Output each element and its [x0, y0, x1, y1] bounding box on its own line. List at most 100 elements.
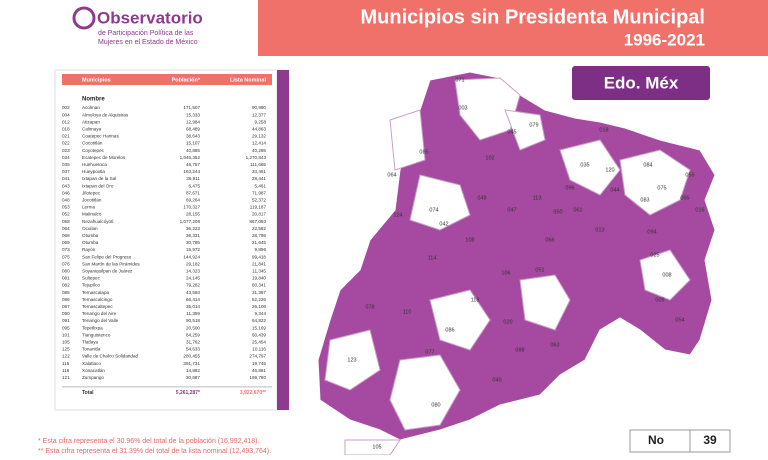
population: 30,785 [186, 240, 200, 245]
map-label: 066 [545, 237, 554, 243]
nominal-list: 5,461 [255, 183, 267, 188]
table-card [54, 69, 278, 411]
map-label: 077 [425, 349, 434, 355]
municipality: Ecatepec de Morelos [82, 155, 126, 160]
population: 29,182 [186, 261, 200, 266]
code: 069 [62, 240, 70, 245]
total-list: 3,922,670** [240, 390, 266, 396]
population: 90,518 [186, 318, 200, 323]
municipality: Tlatlaya [82, 340, 99, 345]
logo-subtitle: Mujeres en el Estado de México [98, 39, 198, 46]
nominal-list: 46,881 [252, 368, 266, 373]
total-label: Total [82, 390, 94, 396]
code: 086 [62, 297, 70, 302]
nominal-list: 64,822 [252, 318, 266, 323]
population: 163,244 [183, 169, 200, 174]
code: 075 [62, 254, 70, 259]
nominal-list: 1,270,843 [246, 155, 267, 160]
footnote: ** Esta cifra representa el 31.39% del t… [38, 448, 271, 455]
municipality [409, 174, 471, 231]
municipality: Tejupilco [82, 283, 100, 288]
nominal-list: 867,093 [249, 219, 266, 224]
map-label: 059 [685, 172, 694, 178]
population: 1,645,352 [180, 155, 201, 160]
population: 15,107 [186, 141, 200, 146]
code: 022 [62, 141, 70, 146]
map-label: 018 [599, 127, 608, 133]
map-label: 074 [429, 207, 438, 213]
municipality [389, 354, 461, 431]
map-label: 009 [655, 297, 664, 303]
code: 058 [62, 219, 70, 224]
map: 071 003 045 079 018 085 064 102 048 074 124 042 113 0… [317, 71, 716, 456]
municipality: San Martín de las Pirámides [82, 261, 140, 266]
municipality: Xalatlaco [82, 361, 101, 366]
nominal-list: 90,990 [252, 105, 266, 110]
column-header: Población* [172, 77, 201, 83]
municipality [454, 77, 521, 141]
nominal-list: 15,169 [252, 325, 266, 330]
population: 79,282 [186, 283, 200, 288]
map-label: 085 [419, 149, 428, 155]
footnote: * Esta cifra representa el 30.96% del to… [38, 438, 259, 445]
municipality: Otumba [82, 233, 99, 238]
code: 021 [62, 134, 70, 139]
nominal-list: 9,258 [255, 119, 267, 124]
population: 38,643 [186, 134, 200, 139]
municipality: Ixtapan del Oro [82, 183, 114, 188]
code: 035 [62, 162, 70, 167]
population: 14,323 [186, 269, 200, 274]
map-label: 044 [610, 187, 619, 193]
subheader: Nombre [82, 97, 105, 103]
page-number-box [689, 429, 731, 453]
map-label: 084 [643, 162, 652, 168]
municipality: Coyotepec [82, 148, 105, 153]
map-label: 013 [595, 227, 604, 233]
population: 40,885 [186, 148, 200, 153]
population: 54,633 [186, 347, 200, 352]
code: 082 [62, 283, 70, 288]
table-header [62, 74, 272, 85]
column-header: Municipios [82, 77, 111, 83]
map-label: 106 [501, 270, 510, 276]
nominal-list: 60,439 [252, 332, 266, 337]
municipality: Tepetlixpa [82, 325, 103, 330]
page-number: 39 [703, 433, 717, 447]
municipality: Huehuetoca [82, 162, 107, 167]
map-label: 050 [553, 209, 562, 215]
nominal-list: 119,187 [250, 205, 267, 210]
nominal-list: 12,414 [252, 141, 266, 146]
population: 36,911 [186, 176, 200, 181]
map-label: 054 [675, 317, 684, 323]
municipality [619, 149, 691, 216]
logo-subtitle: de Participación Política de las [98, 30, 194, 37]
nominal-list: 99,418 [252, 254, 266, 259]
map-label: 108 [465, 237, 474, 243]
nominal-list: 52,372 [252, 198, 266, 203]
population: 12,984 [186, 119, 200, 124]
municipality: Lerma [82, 205, 95, 210]
map-label: 079 [529, 122, 538, 128]
map-label: 120 [605, 167, 614, 173]
nominal-list: 11,345 [252, 269, 266, 274]
code: 012 [62, 119, 70, 124]
population: 20,500 [186, 325, 200, 330]
population: 69,264 [186, 198, 200, 203]
municipality: Almoloya de Alquisiras [82, 112, 129, 117]
map-label: 008 [662, 272, 671, 278]
map-label: 105 [372, 444, 381, 450]
map-label: 102 [485, 155, 494, 161]
municipality [639, 249, 691, 301]
population: 15,972 [186, 247, 200, 252]
map-label: 061 [573, 207, 582, 213]
map-label: 035 [580, 162, 589, 168]
nominal-list: 26,108 [252, 304, 266, 309]
code: 073 [62, 247, 70, 252]
population: 30,687 [186, 375, 200, 380]
map-label: 086 [445, 327, 454, 333]
map-label: 083 [640, 197, 649, 203]
municipality: Jilotepec [82, 190, 101, 195]
nominal-list: 19,840 [252, 276, 266, 281]
